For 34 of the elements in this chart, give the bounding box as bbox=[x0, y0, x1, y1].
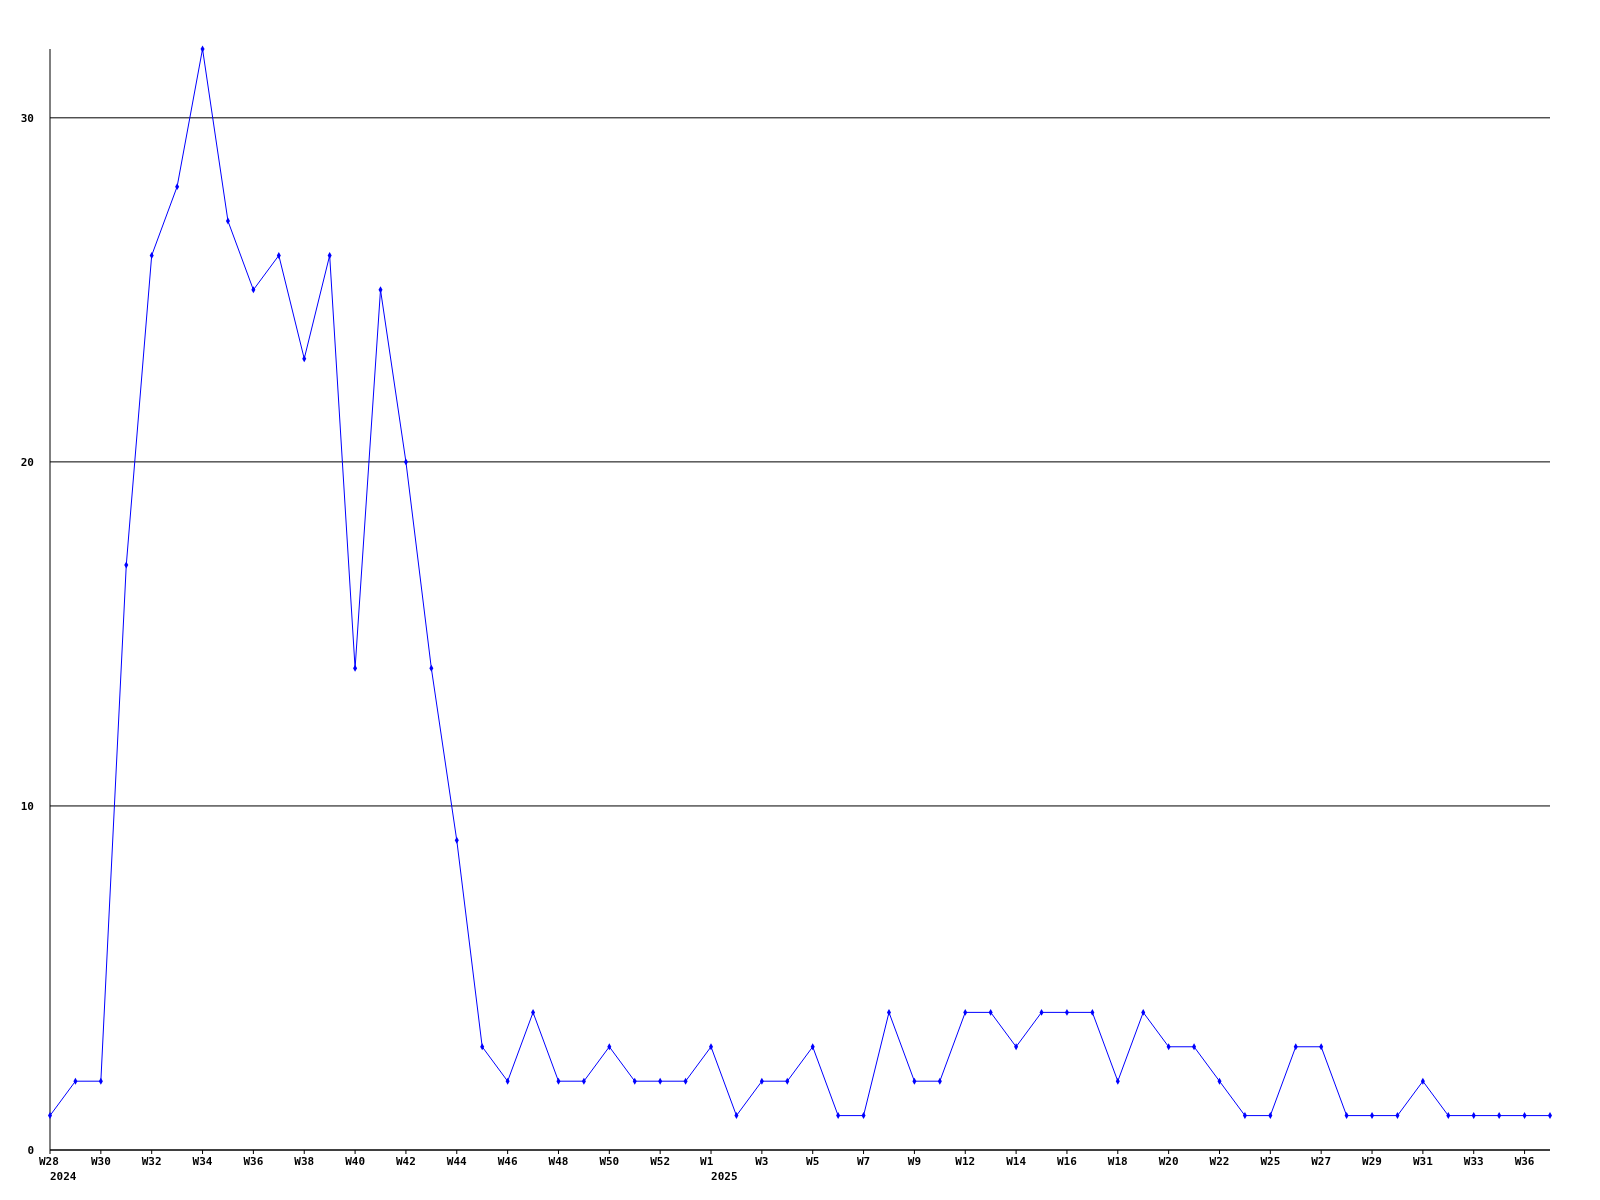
x-tick-label: W25 bbox=[1260, 1155, 1281, 1168]
x-tick-label: W48 bbox=[548, 1155, 569, 1168]
x-tick-label: W44 bbox=[446, 1155, 468, 1168]
y-tick-label: 30 bbox=[20, 111, 34, 125]
x-tick-label: W22 bbox=[1209, 1155, 1230, 1168]
y-tick-label: 20 bbox=[20, 455, 34, 469]
x-tick-label: W18 bbox=[1107, 1155, 1128, 1168]
x-tick-label: W27 bbox=[1311, 1155, 1332, 1168]
x-tick-label: W34 bbox=[192, 1155, 213, 1168]
x-tick-label: W50 bbox=[599, 1155, 620, 1168]
x-tick-label: W28 2024 bbox=[39, 1155, 77, 1183]
x-tick-label: W46 bbox=[497, 1155, 518, 1168]
x-tick-label: W20 bbox=[1158, 1155, 1179, 1168]
x-tick-label: W33 bbox=[1463, 1155, 1484, 1168]
x-tick-label: W31 bbox=[1412, 1155, 1434, 1168]
x-tick-label: W1 2025 bbox=[700, 1155, 738, 1183]
x-tick-label: W29 bbox=[1362, 1155, 1382, 1168]
x-tick-label: W52 bbox=[650, 1155, 671, 1168]
x-tick-label: W32 bbox=[141, 1155, 162, 1168]
x-tick-label: W14 bbox=[1006, 1155, 1027, 1168]
x-tick-label: W12 bbox=[955, 1155, 976, 1168]
x-tick-label: W16 bbox=[1057, 1155, 1078, 1168]
y-tick-label: 0 bbox=[27, 1143, 34, 1157]
x-tick-label: W5 bbox=[806, 1155, 820, 1168]
x-tick-label: W40 bbox=[345, 1155, 366, 1168]
x-tick-label: W30 bbox=[90, 1155, 111, 1168]
x-tick-label: W36 bbox=[1514, 1155, 1535, 1168]
y-tick-label: 10 bbox=[20, 799, 34, 813]
x-tick-label: W7 bbox=[856, 1155, 871, 1168]
x-tick-label: W42 bbox=[395, 1155, 416, 1168]
x-tick-label: W38 bbox=[294, 1155, 315, 1168]
x-tick-label: W36 bbox=[243, 1155, 264, 1168]
x-tick-label: W9 bbox=[907, 1155, 922, 1168]
x-tick-label: W3 bbox=[755, 1155, 769, 1168]
